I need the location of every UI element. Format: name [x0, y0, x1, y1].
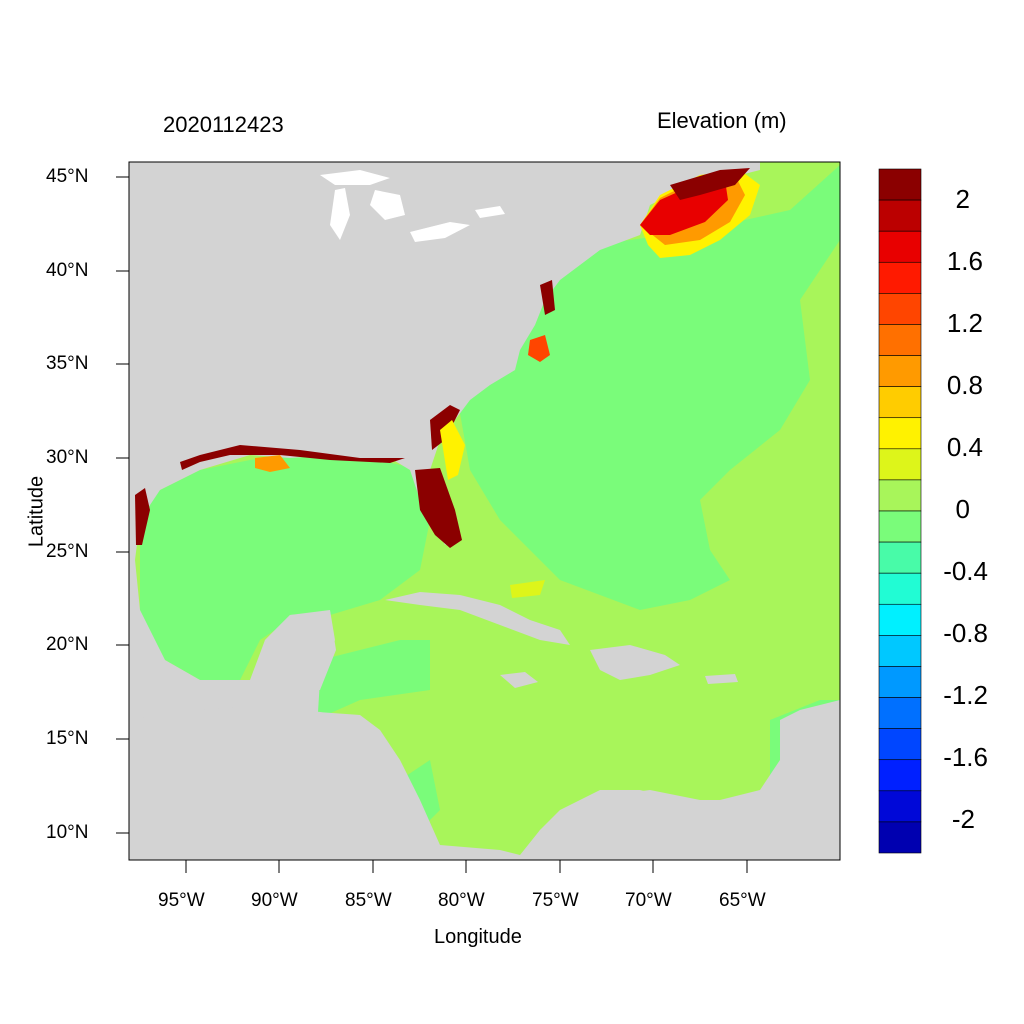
colorbar-swatch: [878, 759, 922, 792]
colorbar: [878, 168, 922, 854]
colorbar-label: -0.8: [943, 618, 988, 648]
colorbar-label: -2: [951, 804, 975, 834]
lake-erie: [410, 222, 470, 242]
colorbar-swatch: [878, 603, 922, 636]
central-america-land: [129, 705, 440, 860]
chesapeake-surge: [540, 280, 555, 315]
colorbar-swatch: [878, 541, 922, 574]
jamaica-land: [500, 672, 538, 688]
lake-ontario: [475, 206, 505, 218]
colorbar-swatch: [878, 417, 922, 450]
texas-surge: [135, 488, 150, 545]
colorbar-label: 1.2: [946, 308, 983, 338]
south-america-land: [520, 780, 840, 860]
colorbar-label: -1.2: [943, 680, 988, 710]
gulf-of-mexico: [140, 455, 430, 680]
colorbar-swatch: [878, 355, 922, 387]
lat-tick-label: 25°N: [46, 541, 89, 562]
colorbar-swatch: [878, 448, 922, 481]
lat-tick-label: 30°N: [46, 447, 89, 468]
yucatan-land: [260, 612, 336, 690]
colorbar-label: -0.4: [943, 556, 988, 586]
louisiana-surge: [255, 455, 290, 472]
map-frame: [128, 161, 841, 861]
colorbar-label: 0.4: [946, 432, 983, 462]
lon-tick-label: 85°W: [345, 890, 392, 911]
lake-superior: [320, 170, 390, 185]
colorbar-swatch: [878, 293, 922, 325]
colorbar-label: 2: [955, 184, 970, 214]
colorbar-label: 0.8: [946, 370, 983, 400]
gulf-coast-dark-surge: [180, 445, 405, 470]
carolina-surge: [528, 335, 550, 362]
florida-surge: [415, 468, 462, 548]
colorbar-swatch: [878, 572, 922, 605]
lat-tick-label: 35°N: [46, 353, 89, 374]
lat-tick-label: 45°N: [46, 166, 89, 187]
lon-tick-label: 70°W: [625, 890, 672, 911]
lat-tick-label: 20°N: [46, 634, 89, 655]
colorbar-label: 0: [955, 494, 970, 524]
lat-tick-label: 10°N: [46, 822, 89, 843]
lon-tick-label: 90°W: [251, 890, 298, 911]
lake-michigan: [330, 188, 350, 240]
caribbean-green-patch: [315, 640, 430, 720]
colorbar-swatch: [878, 635, 922, 667]
lat-ticks: [116, 176, 129, 834]
colorbar-swatch: [878, 230, 922, 263]
colorbar-swatch: [878, 510, 922, 543]
colorbar-swatch: [878, 261, 922, 294]
colorbar-swatch: [878, 728, 922, 761]
colorbar-swatch: [878, 821, 922, 854]
bahamas-yellow: [510, 580, 545, 598]
map-area: [129, 162, 840, 860]
x-axis-label: Longitude: [434, 926, 522, 948]
lon-ticks: [185, 860, 748, 873]
lat-tick-label: 40°N: [46, 260, 89, 281]
variable-title: Elevation (m): [657, 108, 787, 133]
lat-tick-label: 15°N: [46, 728, 89, 749]
puerto-rico-land: [705, 674, 738, 684]
east-coast-yellow-band: [440, 420, 465, 480]
colorbar-swatch: [878, 479, 922, 512]
lon-tick-label: 75°W: [532, 890, 579, 911]
lon-tick-label: 95°W: [158, 890, 205, 911]
timestamp-label: 2020112423: [163, 112, 284, 137]
new-england-surge-red: [640, 180, 728, 235]
lon-tick-label: 65°W: [719, 890, 766, 911]
colorbar-label: -1.6: [943, 742, 988, 772]
colorbar-swatch: [878, 324, 922, 356]
colorbar-label: 1.6: [946, 246, 983, 276]
hispaniola-land: [590, 645, 680, 680]
cuba-land: [385, 592, 570, 645]
lon-tick-label: 80°W: [438, 890, 485, 911]
colorbar-swatch: [878, 790, 922, 823]
lake-huron: [370, 190, 405, 220]
new-england-surge-dark: [670, 168, 750, 200]
y-axis-label: Latitude: [25, 475, 48, 548]
